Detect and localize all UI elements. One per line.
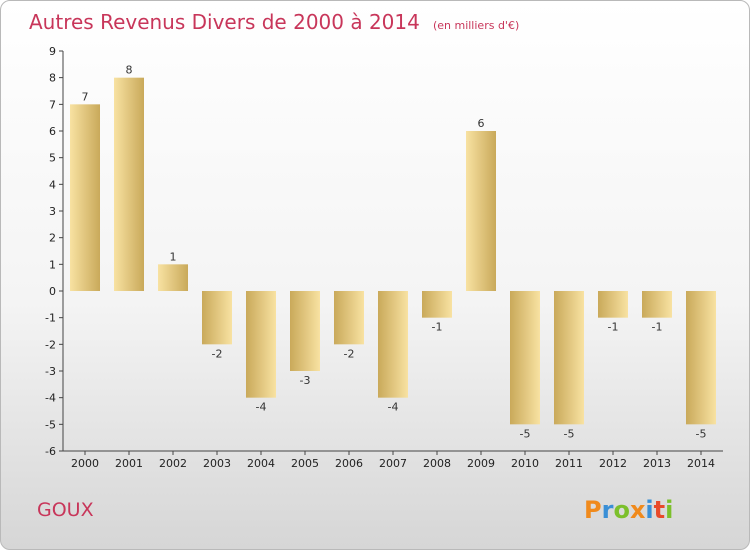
y-tick-label: 8 (49, 72, 56, 85)
x-tick-label: 2002 (159, 457, 187, 470)
brand-letter: i (665, 496, 673, 524)
bar-2014[interactable] (686, 291, 716, 425)
place-name: GOUX (37, 499, 94, 521)
bar-2010[interactable] (510, 291, 540, 425)
bar-2006[interactable] (334, 291, 364, 345)
y-tick-label: 3 (49, 205, 56, 218)
bar-2003[interactable] (202, 291, 232, 345)
x-tick-label: 2008 (423, 457, 451, 470)
data-label-2004: -4 (256, 401, 267, 414)
x-tick-label: 2003 (203, 457, 231, 470)
bars (70, 77, 716, 425)
y-tick-label: -6 (45, 445, 56, 458)
x-tick-label: 2010 (511, 457, 539, 470)
data-label-2013: -1 (652, 321, 663, 334)
x-tick-label: 2000 (71, 457, 99, 470)
data-label-2008: -1 (432, 321, 443, 334)
data-label-2003: -2 (212, 347, 223, 360)
brand-letter: x (630, 496, 646, 524)
y-tick-label: 0 (49, 285, 56, 298)
bar-2009[interactable] (466, 131, 496, 291)
data-label-2010: -5 (520, 427, 531, 440)
brand-letter: o (613, 496, 630, 524)
brand-letter: i (645, 496, 653, 524)
y-tick-label: -1 (45, 312, 56, 325)
bar-2007[interactable] (378, 291, 408, 398)
data-label-2006: -2 (344, 347, 355, 360)
title-unit: (en milliers d'€) (433, 19, 519, 32)
brand-logo[interactable]: Proxiti (584, 496, 673, 524)
y-tick-label: -2 (45, 338, 56, 351)
bar-2002[interactable] (158, 264, 188, 291)
brand-letter: P (584, 496, 602, 524)
axes: -6 -5 -4 -3 -2 -1 0 1 2 3 4 5 6 7 8 9 2000 2001 2002 2003 20… (45, 45, 723, 470)
bar-2012[interactable] (598, 291, 628, 318)
x-tick-label: 2013 (643, 457, 671, 470)
y-tick-label: 5 (49, 152, 56, 165)
data-label-2002: 1 (170, 250, 177, 263)
x-tick-label: 2012 (599, 457, 627, 470)
data-label-2014: -5 (696, 427, 707, 440)
bar-2013[interactable] (642, 291, 672, 318)
data-label-2000: 7 (82, 90, 89, 103)
x-tick-label: 2011 (555, 457, 583, 470)
y-tick-label: 1 (49, 258, 56, 271)
x-tick-label: 2004 (247, 457, 275, 470)
brand-letter: t (654, 496, 665, 524)
data-label-2012: -1 (608, 321, 619, 334)
data-label-2009: 6 (478, 117, 485, 130)
bar-2011[interactable] (554, 291, 584, 425)
x-tick-label: 2005 (291, 457, 319, 470)
y-tick-label: 4 (49, 178, 56, 191)
y-tick-label: 6 (49, 125, 56, 138)
data-label-2011: -5 (564, 427, 575, 440)
y-tick-label: -4 (45, 392, 56, 405)
data-label-2001: 8 (126, 64, 133, 77)
brand-letter: r (602, 496, 614, 524)
bar-2000[interactable] (70, 104, 100, 291)
y-tick-label: 2 (49, 232, 56, 245)
x-tick-label: 2007 (379, 457, 407, 470)
y-tick-label: -3 (45, 365, 56, 378)
chart-title: Autres Revenus Divers de 2000 à 2014 (en… (29, 10, 519, 34)
x-tick-label: 2014 (687, 457, 715, 470)
data-labels: 7 8 1 -2 -4 -3 -2 -4 -1 6 -5 -5 -1 -1 -5 (82, 64, 707, 441)
bar-2005[interactable] (290, 291, 320, 371)
data-label-2007: -4 (388, 401, 399, 414)
x-tick-label: 2006 (335, 457, 363, 470)
x-tick-label: 2009 (467, 457, 495, 470)
y-tick-label: -5 (45, 418, 56, 431)
bar-2001[interactable] (114, 77, 144, 292)
y-tick-label: 9 (49, 45, 56, 58)
x-tick-label: 2001 (115, 457, 143, 470)
bar-2004[interactable] (246, 291, 276, 398)
title-text: Autres Revenus Divers de 2000 à 2014 (29, 10, 420, 34)
y-tick-label: 7 (49, 98, 56, 111)
bar-2008[interactable] (422, 291, 452, 318)
data-label-2005: -3 (300, 374, 311, 387)
